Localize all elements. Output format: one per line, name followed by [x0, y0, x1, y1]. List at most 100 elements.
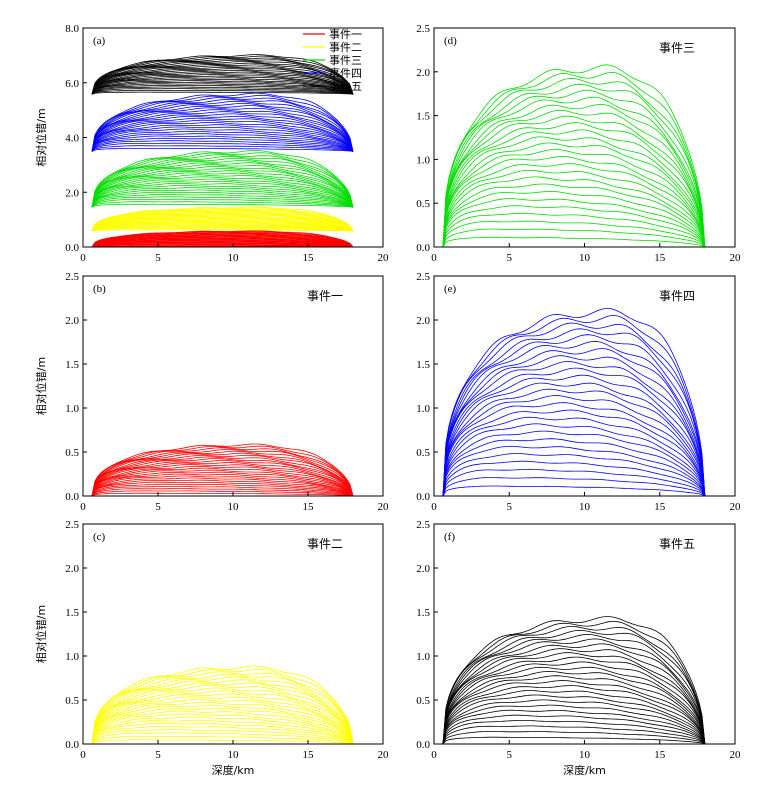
series-curve: [91, 229, 354, 232]
series-curve: [442, 736, 706, 744]
series-curve: [91, 462, 354, 496]
series-curve: [91, 170, 354, 208]
series-curve: [442, 155, 706, 247]
series-curve: [91, 78, 354, 95]
series-curve: [442, 709, 706, 744]
series-curve: [91, 97, 354, 152]
x-tick-label: 5: [155, 252, 161, 264]
series-curve: [91, 460, 354, 496]
y-tick-label: 2.0: [65, 315, 79, 327]
series-curve: [91, 94, 354, 152]
series-curve: [442, 334, 706, 496]
series-curve: [442, 699, 706, 744]
series-curve: [91, 66, 354, 95]
x-tick-label: 5: [507, 749, 513, 761]
series-curve: [91, 243, 354, 247]
series-curve: [91, 486, 354, 496]
series-curve: [91, 230, 354, 247]
series-curve: [91, 162, 354, 208]
series-curve: [442, 198, 706, 247]
series-curve: [442, 374, 706, 496]
series-curve: [91, 80, 354, 95]
series-curve: [442, 382, 706, 496]
x-tick-label: 10: [228, 252, 240, 264]
y-tick-label: 2.5: [65, 519, 79, 531]
series-curve: [91, 454, 354, 496]
series-curve: [442, 315, 706, 496]
series-curve: [91, 178, 354, 208]
series-curve: [442, 115, 706, 247]
series-curve: [91, 477, 354, 496]
series-curve: [442, 190, 706, 247]
series-curve: [91, 196, 354, 208]
y-tick-label: 1.0: [416, 651, 430, 663]
series-curve: [91, 456, 354, 496]
series-curve: [91, 176, 354, 208]
series-curve: [91, 115, 354, 152]
series-curve: [91, 160, 354, 208]
series-curve: [91, 58, 354, 95]
series-curve: [91, 690, 354, 744]
series-curve: [91, 241, 354, 247]
series-curve: [91, 75, 354, 95]
series-curve: [91, 130, 354, 152]
y-tick-label: 1.0: [416, 154, 430, 166]
series-curve: [91, 172, 354, 208]
series-curve: [91, 679, 354, 744]
x-tick-label: 10: [579, 749, 591, 761]
series-curve: [91, 458, 354, 496]
series-curve: [91, 228, 354, 232]
x-tick-label: 20: [378, 501, 390, 513]
panel-label: (d): [444, 35, 457, 47]
series-curve: [442, 169, 706, 247]
series-curve: [442, 725, 706, 744]
x-tick-label: 0: [80, 501, 86, 513]
series-curve: [91, 234, 354, 247]
series-curve: [442, 355, 706, 496]
y-tick-label: 0.0: [65, 739, 79, 751]
series-curve: [91, 140, 354, 152]
series-curve: [442, 395, 706, 496]
y-tick-label: 0.0: [65, 491, 79, 503]
series-curve: [91, 99, 354, 152]
y-axis-label: 相对位错/m: [34, 605, 48, 663]
series-curve: [442, 163, 706, 247]
series-curve: [442, 616, 706, 744]
series-curve: [442, 409, 706, 496]
y-tick-label: 2.0: [416, 563, 430, 575]
curves: [91, 665, 354, 744]
series-curve: [91, 684, 354, 744]
panel-label: (c): [93, 531, 106, 543]
x-tick-label: 5: [507, 252, 513, 264]
series-curve: [91, 214, 354, 232]
series-curve: [442, 638, 706, 744]
series-curve: [91, 725, 354, 744]
x-tick-label: 15: [303, 252, 315, 264]
series-curve: [91, 735, 354, 744]
series-curve: [91, 473, 354, 496]
y-tick-label: 0.0: [416, 739, 430, 751]
series-curve: [91, 226, 354, 232]
series-curve: [91, 117, 354, 152]
series-curve: [91, 207, 354, 232]
series-curve: [442, 690, 706, 744]
series-curve: [91, 490, 354, 496]
series-curve: [442, 205, 706, 247]
series-curve: [91, 148, 354, 152]
series-curve: [91, 212, 354, 232]
series-curve: [91, 62, 354, 95]
y-axis-label: 相对位错/m: [34, 357, 48, 415]
series-curve: [442, 89, 706, 247]
y-tick-label: 0.0: [65, 242, 79, 254]
panel-label: (e): [444, 283, 457, 295]
x-tick-label: 15: [303, 749, 315, 761]
y-tick-label: 6.0: [65, 78, 79, 90]
series-curve: [91, 465, 354, 496]
series-curve: [91, 220, 354, 232]
series-curve: [91, 105, 354, 152]
series-curve: [91, 452, 354, 496]
series-curve: [91, 74, 354, 95]
series-curve: [91, 445, 354, 496]
y-tick-label: 2.5: [65, 271, 79, 283]
series-curve: [91, 668, 354, 744]
